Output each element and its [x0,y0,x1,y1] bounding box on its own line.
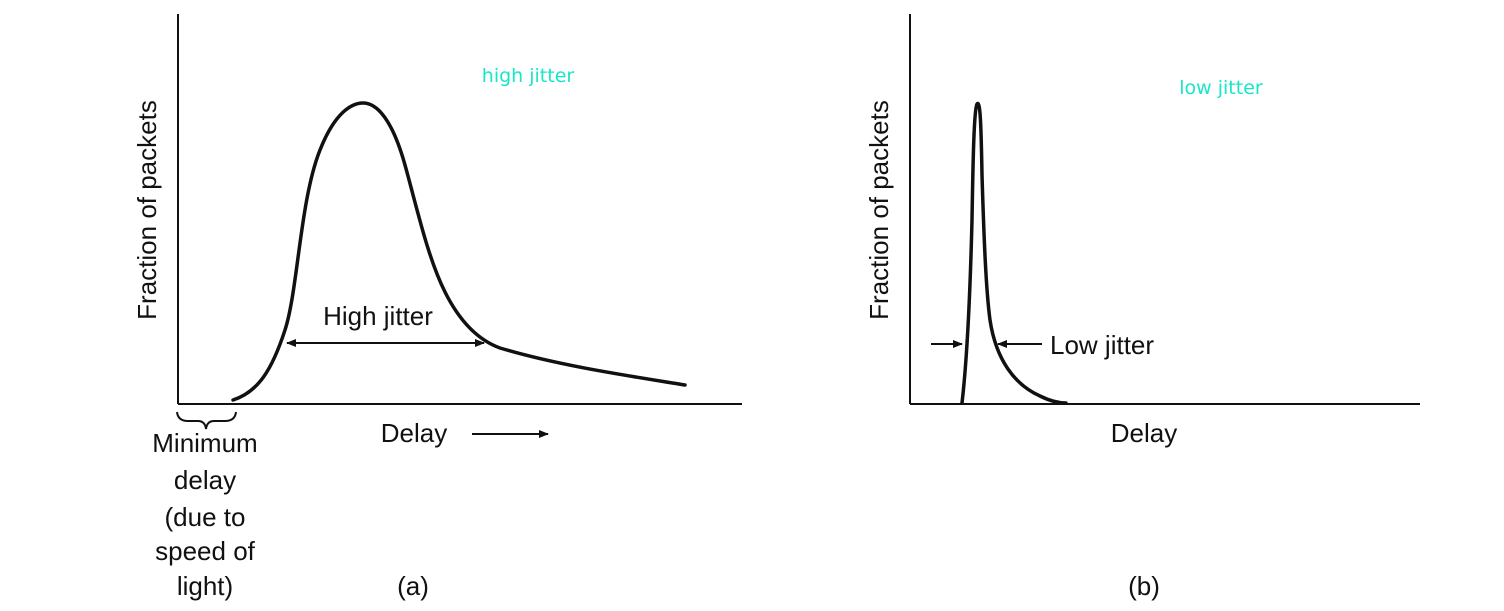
panel-b: Low jitter Fraction of packets Delay (b)… [864,14,1420,601]
panel-a-y-axis-label: Fraction of packets [132,100,162,320]
panel-b-delay-curve [960,101,1068,405]
panel-a-jitter-label: High jitter [323,301,433,331]
panel-b-annotation: low jitter [1179,77,1263,99]
panel-a-x-axis-label: Delay [381,418,447,448]
panel-a-min-delay-line-1: delay [174,465,236,495]
panel-b-x-axis-label: Delay [1111,418,1177,448]
panel-b-jitter-label: Low jitter [1050,330,1154,360]
panel-a-delay-curve [231,101,687,402]
panel-a-min-delay-line-3: speed of [155,536,256,566]
panel-a: High jitter Fraction of packets Delay Mi… [132,14,742,601]
panel-a-min-delay-line-2: (due to [165,502,246,532]
panel-b-caption: (b) [1128,571,1160,601]
panel-a-caption: (a) [397,571,429,601]
panel-a-min-delay-line-4: light) [177,571,233,601]
panel-a-min-delay-brace [176,411,237,430]
panel-a-min-delay-line-0: Minimum [152,428,257,458]
panel-a-annotation: high jitter [482,65,575,87]
panel-b-y-axis-label: Fraction of packets [864,100,894,320]
